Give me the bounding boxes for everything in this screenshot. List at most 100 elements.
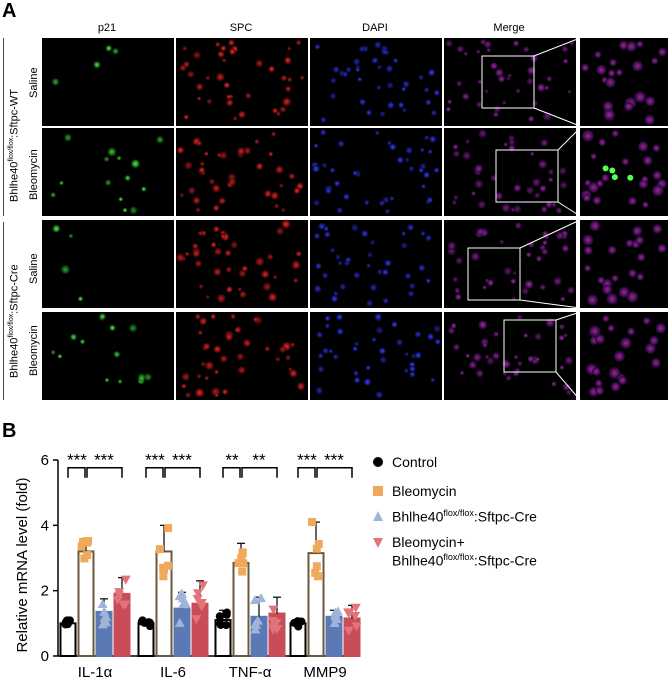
data-point (118, 600, 129, 610)
data-point (239, 559, 248, 568)
significance-label: *** (297, 451, 317, 470)
image-tiles (42, 37, 668, 401)
data-point (192, 589, 203, 599)
data-point (329, 617, 340, 627)
data-point (249, 595, 260, 605)
group-label-cre: Bhlhe40flox/flox:Sftpc-Cre (8, 264, 21, 378)
significance-bracket (164, 466, 201, 478)
data-point (99, 606, 110, 616)
data-point (267, 616, 278, 626)
data-point (238, 548, 247, 557)
data-point (308, 518, 317, 527)
data-point (99, 612, 110, 622)
bar-chart: Relative mRNA level (fold) 0 2 4 6 IL-1α *** *… (0, 440, 380, 682)
data-point (177, 593, 188, 603)
data-point (216, 620, 225, 629)
row-label-saline-2: Saline (28, 253, 40, 284)
significance-bracket (222, 466, 241, 478)
data-point (351, 622, 362, 632)
legend: Control Bleomycin Bhlhe40flox/flox:Sftpc… (370, 450, 669, 580)
data-point (255, 593, 266, 603)
significance-label: ** (252, 451, 266, 470)
data-point (145, 618, 154, 627)
column-header-merge: Merge (493, 22, 525, 34)
data-point (343, 626, 354, 636)
legend-marker-control (373, 457, 383, 467)
significance-bracket (86, 466, 123, 478)
significance-bracket (316, 466, 353, 478)
y-axis-label: Relative mRNA level (fold) (14, 477, 31, 652)
data-point (293, 617, 302, 626)
legend-marker-cre (373, 511, 383, 521)
panel-a-letter: A (2, 0, 17, 22)
y-tick-label: 6 (41, 452, 49, 469)
row-label-saline-1: Saline (28, 67, 40, 98)
data-point (332, 606, 343, 616)
data-point (114, 588, 125, 598)
data-point (83, 538, 92, 547)
significance-label: *** (67, 451, 87, 470)
data-point (237, 554, 246, 563)
bar (77, 550, 95, 657)
significance-label: *** (94, 451, 114, 470)
data-point (192, 594, 203, 604)
microscopy-grid-svg (42, 37, 668, 401)
data-point (350, 611, 361, 621)
column-header-p21: p21 (97, 22, 117, 34)
significance-label: *** (324, 451, 344, 470)
x-tick-label: MMP9 (303, 664, 346, 681)
legend-marker-bleomycin-cre (373, 538, 383, 548)
column-header-dapi: DAPI (362, 22, 388, 34)
y-tick-label: 0 (41, 648, 49, 665)
row-label-bleomycin-2: Bleomycin (28, 325, 40, 376)
legend-label-cre: Bhlhe40flox/flox:Sftpc-Cre (392, 508, 537, 525)
data-point (197, 581, 208, 591)
y-tick-label: 4 (41, 517, 49, 534)
data-point (120, 575, 131, 585)
legend-label-bleomycin-cre-line2: Bhlhe40flox/flox:Sftpc-Cre (392, 552, 537, 569)
data-point (191, 615, 202, 625)
data-point (196, 598, 207, 608)
legend-label-control: Control (392, 454, 438, 470)
data-point (250, 624, 261, 634)
panel-b-letter: B (2, 420, 17, 442)
column-header-spc: SPC (229, 22, 253, 34)
data-point (215, 612, 224, 621)
legend-label-bleomycin: Bleomycin (392, 483, 457, 499)
data-point (234, 559, 243, 568)
group-divider-top (3, 38, 4, 216)
data-point (174, 617, 185, 627)
bar (191, 602, 209, 658)
data-point (238, 567, 247, 576)
significance-label: ** (225, 451, 239, 470)
data-point (155, 545, 164, 554)
legend-marker-bleomycin (373, 486, 383, 496)
x-tick-label: IL-6 (160, 664, 186, 681)
data-point (314, 540, 323, 549)
data-point (268, 605, 279, 615)
significance-bracket (297, 466, 316, 478)
significance-label: *** (145, 451, 165, 470)
y-tick-label: 2 (41, 583, 49, 600)
data-point (181, 599, 192, 609)
significance-bracket (241, 466, 278, 478)
data-point (251, 619, 262, 629)
data-point (272, 624, 283, 634)
data-point (350, 603, 361, 613)
legend-label-bleomycin-cre-line1: Bleomycin+ (392, 534, 465, 550)
data-point (313, 572, 322, 581)
x-tick-label: IL-1α (78, 664, 113, 681)
significance-bracket (67, 466, 86, 478)
data-point (312, 544, 321, 553)
data-point (80, 554, 89, 563)
bar (173, 607, 191, 657)
data-point (138, 616, 147, 625)
group-label-wt: Bhlhe40flox/flox:Sftpc-WT (8, 89, 21, 202)
data-point (159, 563, 168, 572)
x-tick-label: TNF-α (229, 664, 272, 681)
significance-label: *** (172, 451, 192, 470)
group-divider-bottom (3, 222, 4, 400)
data-point (312, 562, 321, 571)
data-point (77, 542, 86, 551)
